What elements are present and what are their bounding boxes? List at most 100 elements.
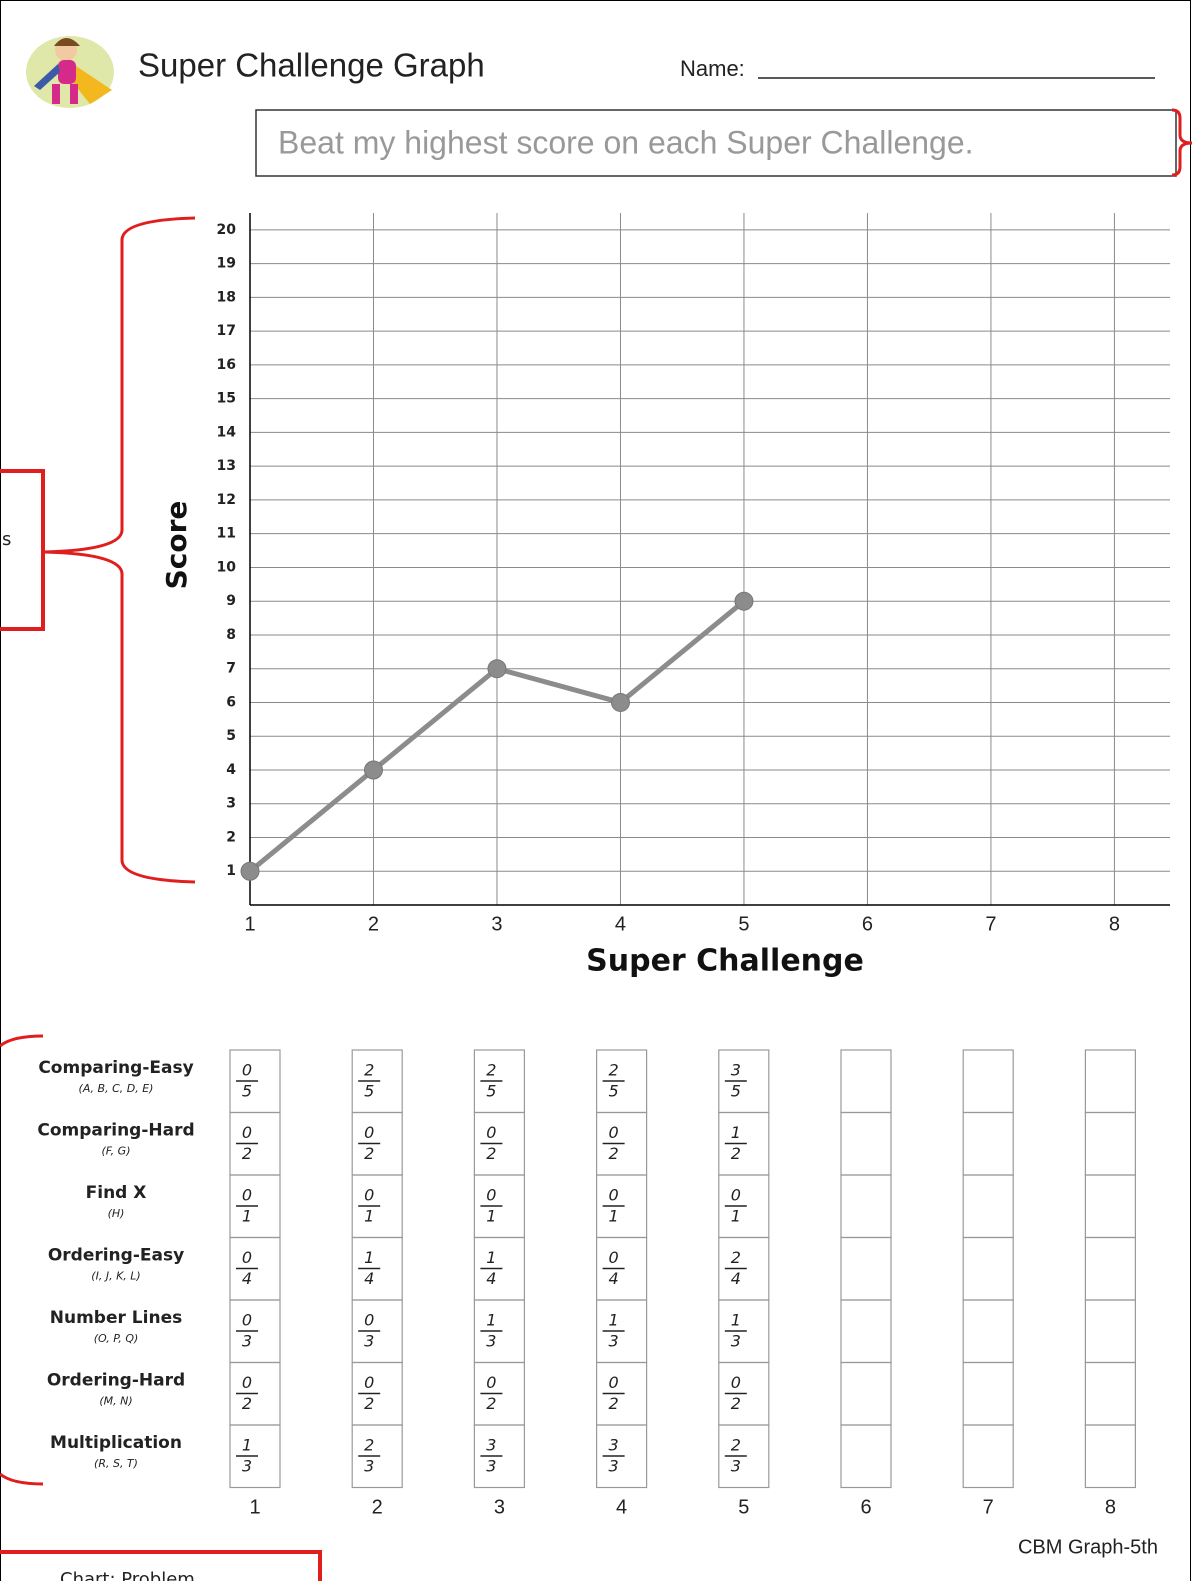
denominator: 3 bbox=[731, 1332, 741, 1351]
row-letters: (O, P, Q) bbox=[94, 1332, 139, 1345]
column-number: 1 bbox=[249, 1496, 260, 1518]
callout-text: Chart: Problem bbox=[60, 1569, 195, 1581]
numerator: 0 bbox=[486, 1123, 496, 1142]
row-letters: (I, J, K, L) bbox=[91, 1270, 140, 1283]
cell bbox=[1085, 1238, 1135, 1301]
y-tick-label: 17 bbox=[217, 323, 236, 339]
denominator: 5 bbox=[486, 1082, 496, 1101]
y-tick-label: 19 bbox=[217, 256, 236, 272]
y-tick-label: 1 bbox=[226, 863, 236, 879]
numerator: 0 bbox=[364, 1186, 374, 1205]
denominator: 1 bbox=[364, 1207, 374, 1226]
numerator: 0 bbox=[242, 1123, 252, 1142]
denominator: 3 bbox=[364, 1457, 374, 1476]
numerator: 3 bbox=[486, 1436, 496, 1455]
row-name: Ordering-Easy bbox=[48, 1246, 184, 1266]
page: Super Challenge Graph Name: Beat my high… bbox=[0, 0, 1198, 1581]
page-border bbox=[1, 1, 1191, 1582]
denominator: 1 bbox=[242, 1207, 252, 1226]
y-tick-label: 7 bbox=[226, 661, 236, 677]
denominator: 2 bbox=[242, 1394, 252, 1413]
column-number: 5 bbox=[738, 1496, 749, 1518]
y-axis-label: Score bbox=[160, 501, 193, 590]
numerator: 0 bbox=[609, 1248, 619, 1267]
numerator: 2 bbox=[731, 1436, 741, 1455]
row-name: Find X bbox=[86, 1183, 147, 1203]
denominator: 3 bbox=[609, 1332, 619, 1351]
denominator: 2 bbox=[731, 1144, 741, 1163]
row-letters: (R, S, T) bbox=[94, 1457, 138, 1470]
cell bbox=[1085, 1363, 1135, 1426]
y-tick-label: 11 bbox=[217, 526, 236, 542]
x-tick-label: 1 bbox=[244, 913, 255, 935]
numerator: 0 bbox=[364, 1123, 374, 1142]
cell bbox=[841, 1238, 891, 1301]
row-letters: (H) bbox=[108, 1207, 125, 1220]
y-tick-label: 5 bbox=[226, 728, 236, 744]
numerator: 1 bbox=[609, 1311, 619, 1330]
row-name: Ordering-Hard bbox=[47, 1371, 185, 1391]
row-name: Comparing-Easy bbox=[38, 1058, 193, 1078]
numerator: 1 bbox=[731, 1123, 741, 1142]
denominator: 5 bbox=[609, 1082, 619, 1101]
numerator: 0 bbox=[242, 1186, 252, 1205]
row-letters: (F, G) bbox=[101, 1145, 130, 1158]
x-axis-label: Super Challenge bbox=[586, 944, 864, 979]
y-tick-label: 8 bbox=[226, 627, 236, 643]
y-tick-label: 16 bbox=[217, 357, 236, 373]
x-tick-label: 6 bbox=[862, 913, 873, 935]
numerator: 1 bbox=[242, 1436, 252, 1455]
denominator: 4 bbox=[731, 1269, 741, 1288]
cell bbox=[841, 1050, 891, 1113]
title: Super Challenge Graph bbox=[138, 47, 485, 84]
denominator: 2 bbox=[364, 1394, 374, 1413]
numerator: 2 bbox=[364, 1436, 374, 1455]
callout-box bbox=[0, 471, 43, 629]
denominator: 2 bbox=[609, 1144, 619, 1163]
denominator: 3 bbox=[242, 1457, 252, 1476]
data-point bbox=[735, 592, 753, 610]
cell bbox=[963, 1175, 1013, 1238]
cell bbox=[1085, 1425, 1135, 1488]
denominator: 1 bbox=[731, 1207, 741, 1226]
cell bbox=[1085, 1050, 1135, 1113]
x-tick-label: 5 bbox=[738, 913, 749, 935]
hero-icon bbox=[26, 36, 114, 108]
numerator: 3 bbox=[609, 1436, 619, 1455]
denominator: 3 bbox=[731, 1457, 741, 1476]
cell bbox=[841, 1363, 891, 1426]
cell bbox=[963, 1425, 1013, 1488]
row-name: Multiplication bbox=[50, 1433, 182, 1453]
denominator: 2 bbox=[486, 1144, 496, 1163]
denominator: 3 bbox=[242, 1332, 252, 1351]
column-number: 7 bbox=[983, 1496, 994, 1518]
denominator: 5 bbox=[731, 1082, 741, 1101]
y-tick-label: 9 bbox=[226, 593, 236, 609]
y-tick-label: 2 bbox=[226, 829, 236, 845]
worksheet: Super Challenge Graph Name: Beat my high… bbox=[0, 0, 1198, 1581]
y-tick-label: 15 bbox=[217, 391, 236, 407]
cell bbox=[1085, 1300, 1135, 1363]
numerator: 0 bbox=[242, 1311, 252, 1330]
numerator: 1 bbox=[731, 1311, 741, 1330]
y-tick-label: 13 bbox=[217, 458, 236, 474]
numerator: 0 bbox=[242, 1248, 252, 1267]
data-point bbox=[364, 761, 382, 779]
numerator: 0 bbox=[609, 1373, 619, 1392]
column-number: 3 bbox=[494, 1496, 505, 1518]
cell bbox=[841, 1300, 891, 1363]
numerator: 0 bbox=[364, 1311, 374, 1330]
x-tick-label: 7 bbox=[985, 913, 996, 935]
numerator: 0 bbox=[486, 1186, 496, 1205]
denominator: 2 bbox=[486, 1394, 496, 1413]
y-tick-label: 3 bbox=[226, 796, 236, 812]
callout-text: s bbox=[2, 529, 11, 550]
numerator: 0 bbox=[242, 1061, 252, 1080]
cell bbox=[841, 1425, 891, 1488]
denominator: 4 bbox=[609, 1269, 619, 1288]
row-name: Comparing-Hard bbox=[37, 1121, 194, 1141]
goal-text: Beat my highest score on each Super Chal… bbox=[278, 124, 974, 160]
column-number: 8 bbox=[1105, 1496, 1116, 1518]
y-tick-label: 10 bbox=[217, 559, 237, 575]
numerator: 2 bbox=[486, 1061, 496, 1080]
